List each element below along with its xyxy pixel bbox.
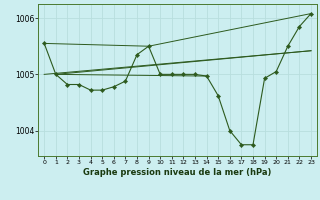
X-axis label: Graphe pression niveau de la mer (hPa): Graphe pression niveau de la mer (hPa) [84,168,272,177]
